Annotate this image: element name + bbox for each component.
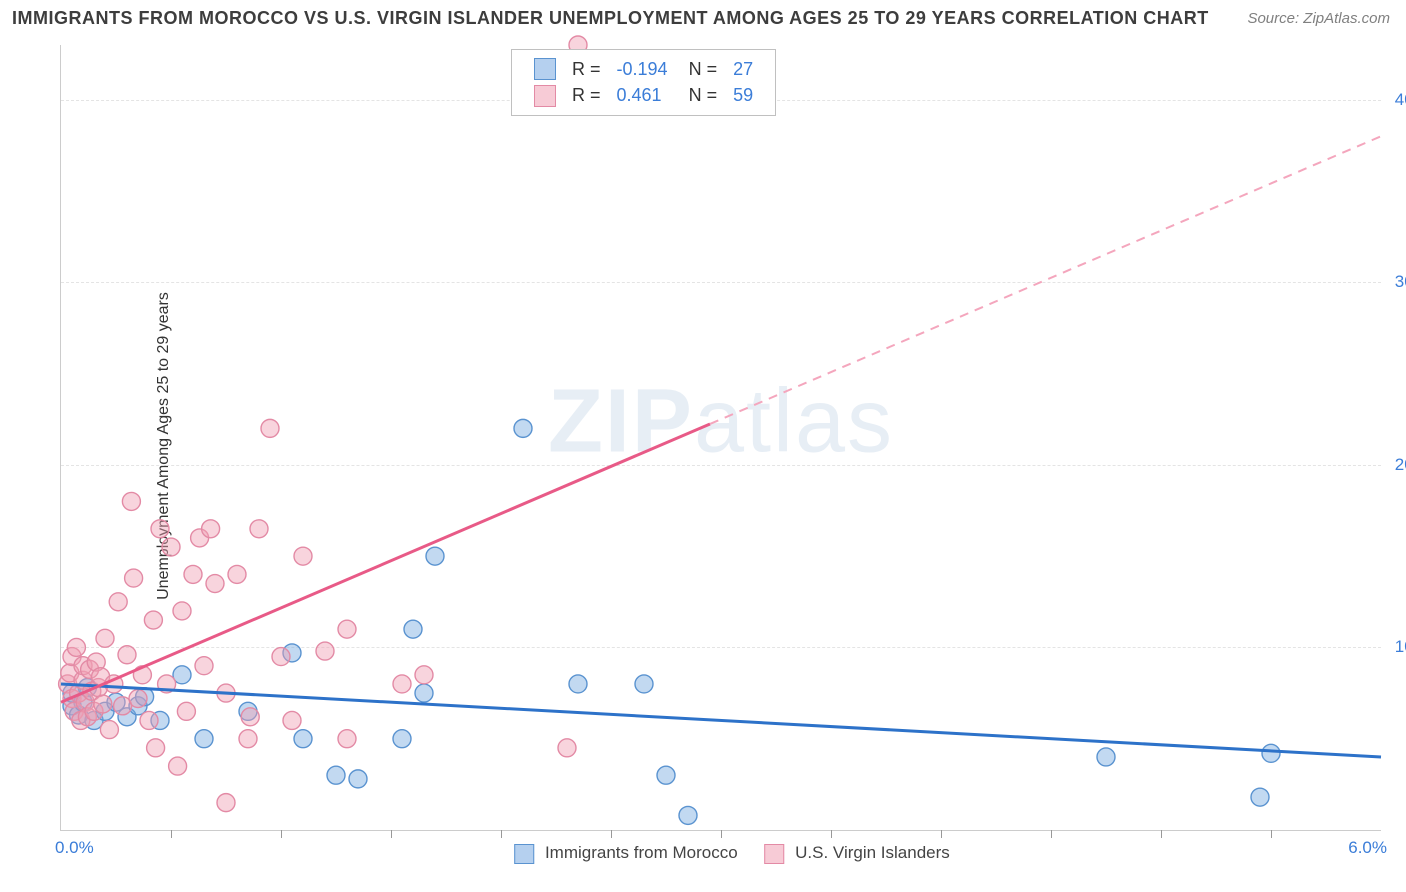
series-legend: Immigrants from Morocco U.S. Virgin Isla… [492,843,950,864]
data-point [1251,788,1269,806]
x-tick [1161,830,1162,838]
data-point [1097,748,1115,766]
swatch-pink-icon [764,844,784,864]
chart-stage: IMMIGRANTS FROM MOROCCO VS U.S. VIRGIN I… [0,0,1406,892]
data-point [1262,744,1280,762]
legend-swatch-cell [526,56,564,82]
correlation-legend: R = -0.194 N = 27 R = 0.461 N = 59 [511,49,776,116]
data-point [118,646,136,664]
data-point [349,770,367,788]
legend-label-blue: Immigrants from Morocco [545,843,738,862]
x-tick [171,830,172,838]
page-title: IMMIGRANTS FROM MOROCCO VS U.S. VIRGIN I… [12,8,1209,29]
y-tick-label: 30.0% [1395,272,1406,292]
data-point [294,547,312,565]
legend-label-pink: U.S. Virgin Islanders [795,843,950,862]
regression-line [61,424,710,702]
data-point [177,702,195,720]
data-point [250,520,268,538]
legend-r-label: R = [564,82,609,108]
source-label: Source: ZipAtlas.com [1247,10,1390,27]
x-axis-end-label: 6.0% [1348,838,1387,858]
x-tick [941,830,942,838]
legend-row-blue: R = -0.194 N = 27 [526,56,761,82]
x-tick [1051,830,1052,838]
data-point [94,695,112,713]
data-point [169,757,187,775]
swatch-blue-icon [514,844,534,864]
data-point [679,806,697,824]
data-point [195,730,213,748]
x-tick [391,830,392,838]
data-point [272,648,290,666]
legend-row-pink: R = 0.461 N = 59 [526,82,761,108]
data-point [206,575,224,593]
x-tick [501,830,502,838]
data-point [558,739,576,757]
data-point [316,642,334,660]
x-tick [611,830,612,838]
data-point [393,675,411,693]
data-point [657,766,675,784]
data-point [184,565,202,583]
data-point [327,766,345,784]
data-point [96,629,114,647]
legend-n-value-blue: 27 [725,56,761,82]
data-point [239,730,257,748]
data-point [67,638,85,656]
data-point [122,492,140,510]
data-point [393,730,411,748]
data-point [569,675,587,693]
data-point [109,593,127,611]
y-tick-label: 10.0% [1395,637,1406,657]
data-point [415,666,433,684]
data-point [338,620,356,638]
data-point [202,520,220,538]
data-point [283,711,301,729]
legend-r-value-blue: -0.194 [609,56,676,82]
data-point [241,708,259,726]
data-point [147,739,165,757]
data-point [162,538,180,556]
legend-n-value-pink: 59 [725,82,761,108]
x-tick [721,830,722,838]
data-point [635,675,653,693]
y-tick-label: 40.0% [1395,90,1406,110]
plot-area: ZIPatlas 10.0%20.0%30.0%40.0% 0.0% 6.0% … [60,45,1381,831]
data-point [415,684,433,702]
legend-swatch-cell [526,82,564,108]
data-point [426,547,444,565]
x-tick [1271,830,1272,838]
data-point [228,565,246,583]
legend-r-value-pink: 0.461 [609,82,676,108]
data-point [173,602,191,620]
data-point [338,730,356,748]
swatch-pink-icon [534,85,556,107]
data-point [195,657,213,675]
y-tick-label: 20.0% [1395,455,1406,475]
regression-line [710,136,1381,424]
data-point [404,620,422,638]
data-point [294,730,312,748]
legend-n-label: N = [676,82,726,108]
data-point [151,520,169,538]
svg-layer [61,45,1381,830]
data-point [125,569,143,587]
data-point [144,611,162,629]
x-axis-start-label: 0.0% [55,838,94,858]
data-point [261,419,279,437]
legend-table: R = -0.194 N = 27 R = 0.461 N = 59 [526,56,761,109]
data-point [100,721,118,739]
x-tick [281,830,282,838]
data-point [140,711,158,729]
legend-n-label: N = [676,56,726,82]
data-point [514,419,532,437]
x-tick [831,830,832,838]
swatch-blue-icon [534,58,556,80]
legend-r-label: R = [564,56,609,82]
data-point [129,690,147,708]
data-point [217,794,235,812]
